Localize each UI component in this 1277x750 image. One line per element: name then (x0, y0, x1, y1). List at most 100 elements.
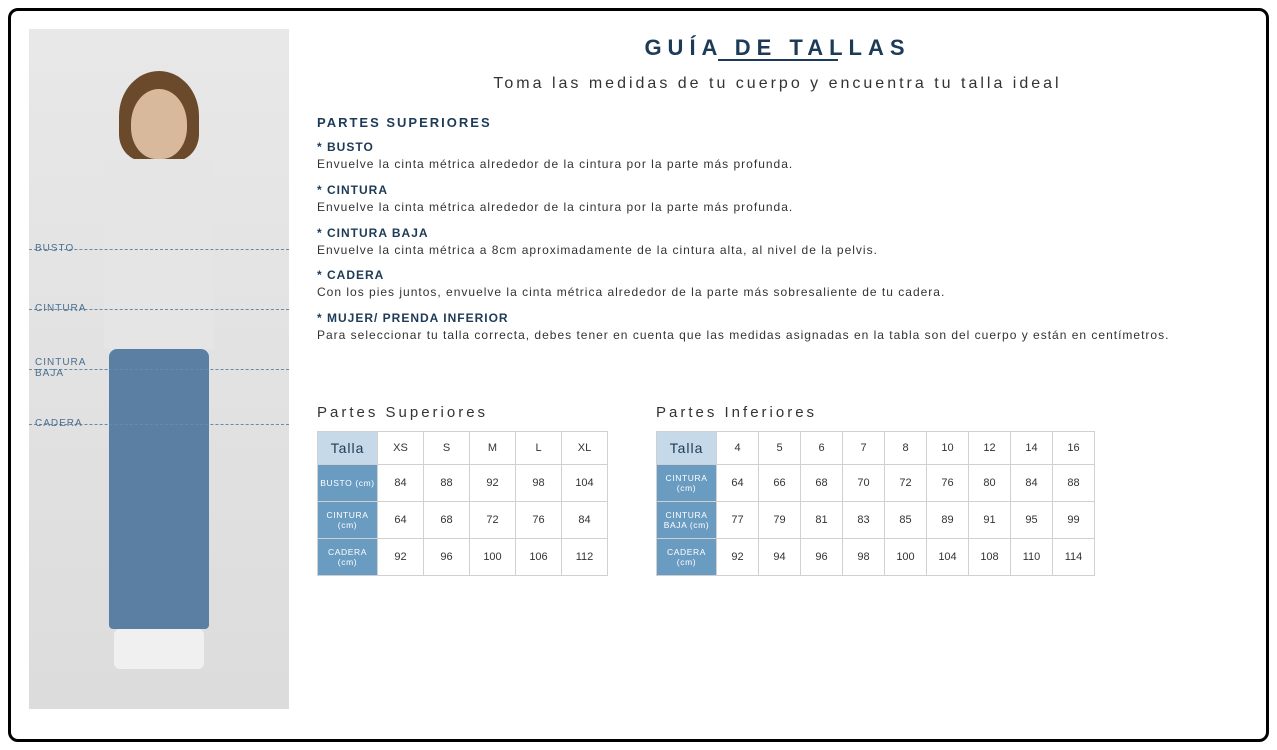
cell: 77 (717, 501, 759, 538)
col-header: 14 (1011, 431, 1053, 464)
col-header: 7 (843, 431, 885, 464)
cell: 64 (378, 501, 424, 538)
cell: 96 (801, 538, 843, 575)
table-row: CINTURA (cm) 64 68 72 76 84 (318, 501, 608, 538)
table-row: CINTURA (cm) 64 66 68 70 72 76 80 84 88 (657, 464, 1095, 501)
table-header-row: Talla 4 5 6 7 8 10 12 14 16 (657, 431, 1095, 464)
tables-row: Partes Superiores Talla XS S M L XL BUST… (317, 404, 1238, 576)
cell: 100 (470, 538, 516, 575)
row-header: BUSTO (cm) (318, 464, 378, 501)
cell: 110 (1011, 538, 1053, 575)
term-label: * MUJER/ PRENDA INFERIOR (317, 311, 1238, 325)
guide-label-cintura: CINTURA (35, 303, 86, 314)
cell: 81 (801, 501, 843, 538)
section-header: PARTES SUPERIORES (317, 115, 1238, 130)
cell: 92 (470, 464, 516, 501)
table-title: Partes Inferiores (656, 404, 1095, 421)
figure-head (131, 89, 187, 159)
model-figure: BUSTO CINTURA CINTURA BAJA CADERA (29, 29, 289, 709)
cell: 68 (801, 464, 843, 501)
col-header: S (424, 431, 470, 464)
term-label: * CADERA (317, 268, 1238, 282)
cell: 108 (969, 538, 1011, 575)
col-header: L (516, 431, 562, 464)
cell: 76 (516, 501, 562, 538)
term-mujer-inferior: * MUJER/ PRENDA INFERIOR Para selecciona… (317, 311, 1238, 344)
figure-torso (104, 159, 214, 349)
col-header: 8 (885, 431, 927, 464)
cell: 104 (562, 464, 608, 501)
term-label: * BUSTO (317, 140, 1238, 154)
cell: 83 (843, 501, 885, 538)
col-header: 16 (1053, 431, 1095, 464)
cell: 95 (1011, 501, 1053, 538)
cell: 88 (1053, 464, 1095, 501)
term-cintura: * CINTURA Envuelve la cinta métrica alre… (317, 183, 1238, 216)
figure-jeans (109, 349, 209, 629)
cell: 92 (378, 538, 424, 575)
cell: 72 (885, 464, 927, 501)
table-title: Partes Superiores (317, 404, 608, 421)
table-row: CADERA (cm) 92 96 100 106 112 (318, 538, 608, 575)
col-header: 12 (969, 431, 1011, 464)
term-cadera: * CADERA Con los pies juntos, envuelve l… (317, 268, 1238, 301)
row-header: CADERA (cm) (657, 538, 717, 575)
corner-cell: Talla (318, 431, 378, 464)
cell: 104 (927, 538, 969, 575)
cell: 99 (1053, 501, 1095, 538)
col-header: 10 (927, 431, 969, 464)
guide-label-cbaja: CINTURA BAJA (35, 357, 86, 379)
content-column: GUÍA DE TALLAS Toma las medidas de tu cu… (317, 29, 1238, 721)
col-header: 5 (759, 431, 801, 464)
cell: 66 (759, 464, 801, 501)
table-inferiores: Partes Inferiores Talla 4 5 6 7 8 10 12 … (656, 404, 1095, 576)
term-label: * CINTURA (317, 183, 1238, 197)
cell: 85 (885, 501, 927, 538)
term-cintura-baja: * CINTURA BAJA Envuelve la cinta métrica… (317, 226, 1238, 259)
table-row: CINTURA BAJA (cm) 77 79 81 83 85 89 91 9… (657, 501, 1095, 538)
col-header: 4 (717, 431, 759, 464)
term-desc: Envuelve la cinta métrica a 8cm aproxima… (317, 242, 1238, 259)
cell: 70 (843, 464, 885, 501)
cell: 84 (1011, 464, 1053, 501)
cell: 84 (378, 464, 424, 501)
cell: 64 (717, 464, 759, 501)
cell: 106 (516, 538, 562, 575)
guide-label-cadera: CADERA (35, 418, 83, 429)
cell: 72 (470, 501, 516, 538)
cell: 68 (424, 501, 470, 538)
term-desc: Envuelve la cinta métrica alrededor de l… (317, 156, 1238, 173)
table-superiores: Partes Superiores Talla XS S M L XL BUST… (317, 404, 608, 576)
cell: 98 (516, 464, 562, 501)
corner-cell: Talla (657, 431, 717, 464)
term-desc: Para seleccionar tu talla correcta, debe… (317, 327, 1238, 344)
cell: 84 (562, 501, 608, 538)
page-subtitle: Toma las medidas de tu cuerpo y encuentr… (317, 75, 1238, 93)
row-header: CINTURA BAJA (cm) (657, 501, 717, 538)
term-desc: Con los pies juntos, envuelve la cinta m… (317, 284, 1238, 301)
row-header: CINTURA (cm) (318, 501, 378, 538)
col-header: XL (562, 431, 608, 464)
cell: 96 (424, 538, 470, 575)
cell: 89 (927, 501, 969, 538)
term-label: * CINTURA BAJA (317, 226, 1238, 240)
cell: 112 (562, 538, 608, 575)
cell: 79 (759, 501, 801, 538)
col-header: M (470, 431, 516, 464)
page-title: GUÍA DE TALLAS (317, 35, 1238, 61)
cell: 80 (969, 464, 1011, 501)
figure-shoes (114, 629, 204, 669)
figure-column: BUSTO CINTURA CINTURA BAJA CADERA (29, 29, 289, 721)
cell: 94 (759, 538, 801, 575)
size-table-sup: Talla XS S M L XL BUSTO (cm) 84 88 92 98… (317, 431, 608, 576)
cell: 114 (1053, 538, 1095, 575)
guide-label-busto: BUSTO (35, 243, 74, 254)
size-table-inf: Talla 4 5 6 7 8 10 12 14 16 CINTURA (cm)… (656, 431, 1095, 576)
table-header-row: Talla XS S M L XL (318, 431, 608, 464)
row-header: CINTURA (cm) (657, 464, 717, 501)
cell: 91 (969, 501, 1011, 538)
row-header: CADERA (cm) (318, 538, 378, 575)
table-row: CADERA (cm) 92 94 96 98 100 104 108 110 … (657, 538, 1095, 575)
table-row: BUSTO (cm) 84 88 92 98 104 (318, 464, 608, 501)
cell: 88 (424, 464, 470, 501)
